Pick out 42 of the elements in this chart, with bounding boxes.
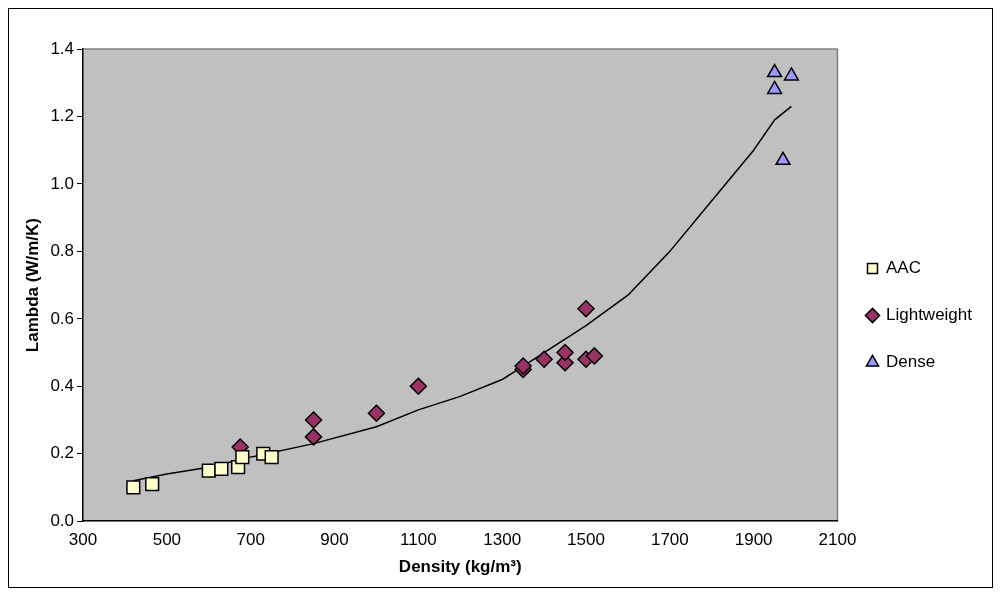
point bbox=[514, 357, 532, 375]
legend-label: Dense bbox=[886, 352, 936, 372]
point bbox=[535, 350, 553, 369]
point bbox=[304, 428, 323, 446]
x-axis-title: Density (kg/m³) bbox=[398, 557, 522, 577]
point bbox=[577, 299, 595, 318]
point bbox=[145, 476, 160, 492]
x-tick-label: 500 bbox=[152, 530, 182, 550]
legend-label: Lightweight bbox=[886, 305, 973, 325]
y-tick-label: 1.0 bbox=[50, 173, 75, 193]
point bbox=[585, 347, 604, 365]
point bbox=[126, 480, 141, 495]
x-tick-label: 300 bbox=[68, 530, 98, 550]
y-tick-label: 1.4 bbox=[50, 38, 75, 58]
y-tick-label: 0.8 bbox=[50, 241, 75, 261]
point bbox=[201, 463, 216, 478]
legend-label: AAC bbox=[886, 258, 921, 278]
x-tick-label: 700 bbox=[236, 530, 265, 550]
y-tick-label: 0.2 bbox=[50, 443, 75, 463]
x-tick-label: 1900 bbox=[734, 530, 773, 550]
y-tick-label: 0.6 bbox=[50, 308, 75, 328]
point bbox=[264, 450, 279, 465]
x-tick-label: 1700 bbox=[650, 530, 689, 550]
x-tick-label: 2100 bbox=[818, 530, 857, 550]
point bbox=[556, 343, 574, 362]
point bbox=[783, 67, 800, 81]
y-axis-title: Lambda (W/m/K) bbox=[22, 218, 42, 353]
point bbox=[367, 404, 386, 423]
y-tick-label: 0.0 bbox=[50, 510, 75, 530]
x-tick-label: 1500 bbox=[567, 530, 605, 550]
y-tick-label: 1.2 bbox=[50, 106, 75, 126]
y-tick-label: 0.4 bbox=[50, 375, 75, 395]
point bbox=[766, 80, 783, 95]
x-tick-label: 1100 bbox=[400, 530, 437, 550]
point bbox=[304, 411, 323, 429]
point bbox=[775, 151, 791, 166]
x-tick-label: 900 bbox=[320, 530, 349, 550]
point bbox=[409, 377, 428, 396]
point bbox=[235, 450, 250, 465]
point bbox=[214, 461, 229, 477]
point bbox=[766, 63, 783, 78]
x-tick-label: 1300 bbox=[483, 530, 522, 550]
